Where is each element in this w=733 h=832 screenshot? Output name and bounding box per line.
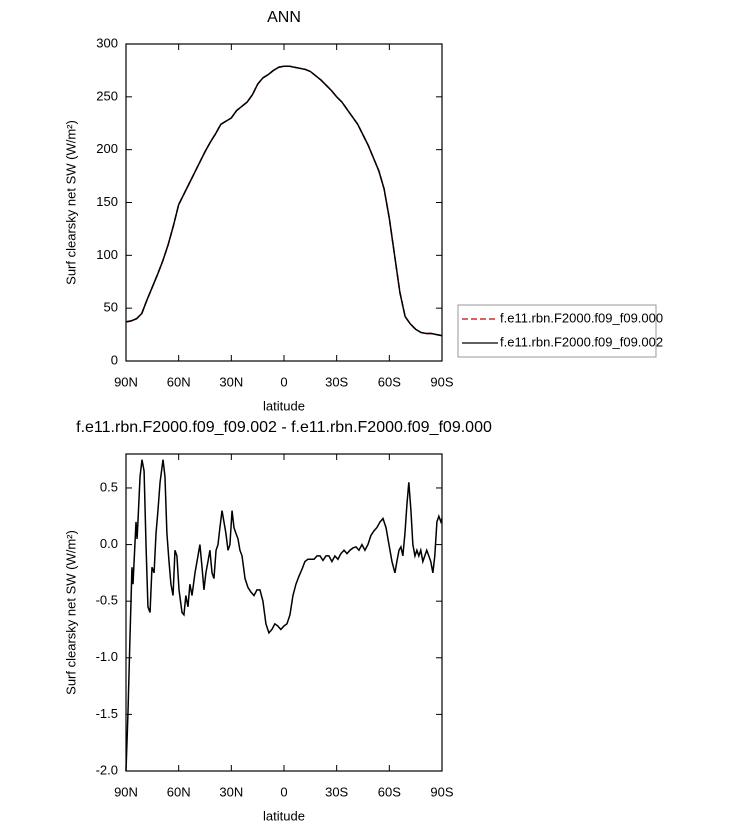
y-tick-label: 50 [104, 300, 118, 315]
x-tick-label: 30N [219, 784, 243, 799]
y-tick-label: 250 [96, 88, 118, 103]
y-axis-label: Surf clearsky net SW (W/m²) [63, 530, 78, 695]
y-tick-label: 100 [96, 247, 118, 262]
y-tick-label: 200 [96, 141, 118, 156]
y-tick-label: 0.0 [100, 536, 118, 551]
x-tick-label: 30S [325, 784, 348, 799]
x-tick-label: 0 [280, 784, 287, 799]
x-tick-label: 60S [378, 374, 401, 389]
series-line [125, 459, 443, 772]
x-tick-label: 30N [219, 374, 243, 389]
plot-frame [125, 43, 443, 362]
x-tick-label: 90S [430, 784, 453, 799]
y-tick-label: 150 [96, 194, 118, 209]
y-tick-label: -1.5 [96, 706, 118, 721]
x-tick-label: 60N [167, 784, 191, 799]
legend-label: f.e11.rbn.F2000.f09_f09.002 [500, 334, 663, 349]
plot-frame [125, 453, 443, 772]
x-tick-label: 30S [325, 374, 348, 389]
x-tick-label: 60S [378, 784, 401, 799]
x-tick-label: 90S [430, 374, 453, 389]
y-tick-label: -1.0 [96, 649, 118, 664]
y-tick-label: 0 [111, 352, 118, 367]
y-tick-label: 300 [96, 35, 118, 50]
y-tick-label: -0.5 [96, 593, 118, 608]
y-axis-label: Surf clearsky net SW (W/m²) [63, 120, 78, 285]
x-axis-label: latitude [263, 808, 305, 823]
legend-label: f.e11.rbn.F2000.f09_f09.000 [500, 310, 663, 325]
x-axis-label: latitude [263, 398, 305, 413]
x-tick-label: 90N [114, 784, 138, 799]
x-tick-label: 60N [167, 374, 191, 389]
chart-title: f.e11.rbn.F2000.f09_f09.002 - f.e11.rbn.… [76, 419, 492, 436]
series-line [125, 65, 443, 337]
y-tick-label: 0.5 [100, 479, 118, 494]
x-tick-label: 90N [114, 374, 138, 389]
series-line [125, 65, 443, 337]
x-tick-label: 0 [280, 374, 287, 389]
chart-title: ANN [267, 9, 301, 26]
legend-box [457, 304, 657, 358]
y-tick-label: -2.0 [96, 762, 118, 777]
